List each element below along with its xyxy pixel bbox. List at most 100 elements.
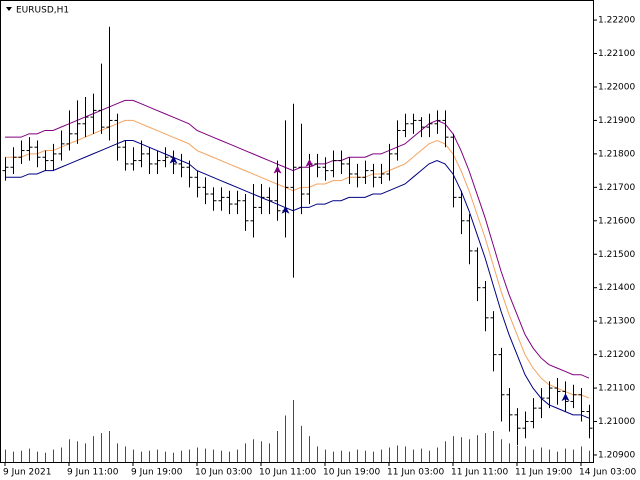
signal-arrow — [561, 393, 570, 402]
volume-bar — [557, 451, 558, 462]
y-tick-label: 1.21600 — [598, 216, 635, 226]
volume-bar — [133, 449, 134, 462]
envelope-line — [5, 140, 590, 419]
signal-arrow — [281, 205, 290, 214]
volume-bar — [517, 445, 518, 462]
volume-bar — [261, 441, 262, 462]
volume-bar — [397, 445, 398, 462]
y-tick-label: 1.22100 — [598, 49, 635, 59]
y-tick-label: 1.22000 — [598, 82, 635, 92]
volume-bar — [45, 452, 46, 462]
volume-bar — [213, 449, 214, 462]
volume-bar — [61, 447, 62, 462]
volume-bar — [85, 443, 86, 462]
volume-bar — [573, 449, 574, 462]
envelope-line — [5, 99, 590, 379]
y-tick-label: 1.21400 — [598, 283, 635, 293]
envelope-line — [5, 119, 590, 399]
volume-bar — [509, 443, 510, 462]
y-tick-label: 1.21700 — [598, 183, 635, 193]
volume-bar — [365, 450, 366, 462]
volume-bar — [581, 446, 582, 462]
volume-bar — [141, 451, 142, 462]
menu-triangle[interactable] — [6, 7, 12, 11]
volume-bar — [181, 450, 182, 462]
volume-bar — [381, 449, 382, 462]
volume-bar — [565, 448, 566, 462]
signal-arrow — [169, 155, 178, 164]
plot-frame — [0, 0, 594, 463]
volume-bar — [165, 451, 166, 462]
volume-bar — [357, 449, 358, 462]
volume-bar — [5, 449, 6, 462]
volume-bar — [469, 439, 470, 462]
y-tick-label: 1.21800 — [598, 149, 635, 159]
volume-bar — [245, 443, 246, 462]
volume-bar — [77, 441, 78, 462]
x-tick-label: 14 Jun 03:00 — [579, 468, 636, 478]
x-tick-label: 10 Jun 11:00 — [259, 468, 316, 478]
volume-bar — [13, 451, 14, 462]
y-tick-label: 1.21200 — [598, 350, 635, 360]
volume-bar — [341, 450, 342, 462]
x-tick-label: 10 Jun 19:00 — [323, 468, 380, 478]
volume-bar — [277, 431, 278, 462]
chart-title: EURUSD,H1 — [16, 6, 69, 16]
volume-bar — [317, 446, 318, 462]
y-tick-label: 1.22200 — [598, 16, 635, 26]
volume-bar — [109, 431, 110, 462]
volume-bar — [37, 451, 38, 462]
volume-bar — [413, 449, 414, 462]
x-tick-label: 9 Jun 19:00 — [131, 468, 183, 478]
volume-bar — [453, 436, 454, 462]
volume-bar — [429, 450, 430, 462]
volume-bar — [285, 415, 286, 462]
y-tick-label: 1.20900 — [598, 450, 635, 460]
volume-bar — [477, 435, 478, 462]
volume-bar — [493, 431, 494, 462]
volume-bar — [389, 447, 390, 462]
y-tick-label: 1.21300 — [598, 317, 635, 327]
volume-bar — [349, 451, 350, 462]
volume-bar — [229, 451, 230, 462]
volume-bar — [149, 450, 150, 462]
signal-arrow — [305, 158, 314, 167]
volume-bar — [445, 441, 446, 462]
volume-bar — [373, 451, 374, 462]
y-tick-label: 1.21500 — [598, 250, 635, 260]
volume-bar — [21, 450, 22, 462]
volume-bar — [29, 448, 30, 462]
volume-bar — [221, 450, 222, 462]
volume-bar — [197, 447, 198, 462]
volume-bar — [405, 446, 406, 462]
y-tick-label: 1.21000 — [598, 417, 635, 427]
volume-bar — [53, 449, 54, 462]
volume-bar — [253, 439, 254, 462]
volume-bar — [421, 448, 422, 462]
volume-bar — [301, 425, 302, 462]
x-tick-label: 10 Jun 03:00 — [195, 468, 252, 478]
volume-bar — [269, 443, 270, 462]
volume-bar — [525, 446, 526, 462]
volume-bar — [437, 447, 438, 462]
x-tick-label: 9 Jun 2021 — [3, 468, 51, 478]
volume-bar — [333, 451, 334, 462]
y-tick-label: 1.21900 — [598, 116, 635, 126]
volume-bar — [309, 436, 310, 462]
volume-bar — [501, 439, 502, 462]
x-tick-label: 11 Jun 19:00 — [515, 468, 572, 478]
volume-bar — [485, 433, 486, 462]
signal-arrow — [273, 165, 282, 174]
volume-bar — [549, 449, 550, 462]
volume-bar — [461, 437, 462, 462]
volume-bar — [173, 452, 174, 462]
y-tick-label: 1.21100 — [598, 384, 635, 394]
volume-bar — [541, 447, 542, 462]
volume-bar — [69, 439, 70, 462]
volume-bar — [93, 436, 94, 462]
volume-bar — [101, 433, 102, 462]
volume-bar — [189, 449, 190, 462]
x-tick-label: 11 Jun 11:00 — [451, 468, 508, 478]
volume-bar — [125, 446, 126, 462]
